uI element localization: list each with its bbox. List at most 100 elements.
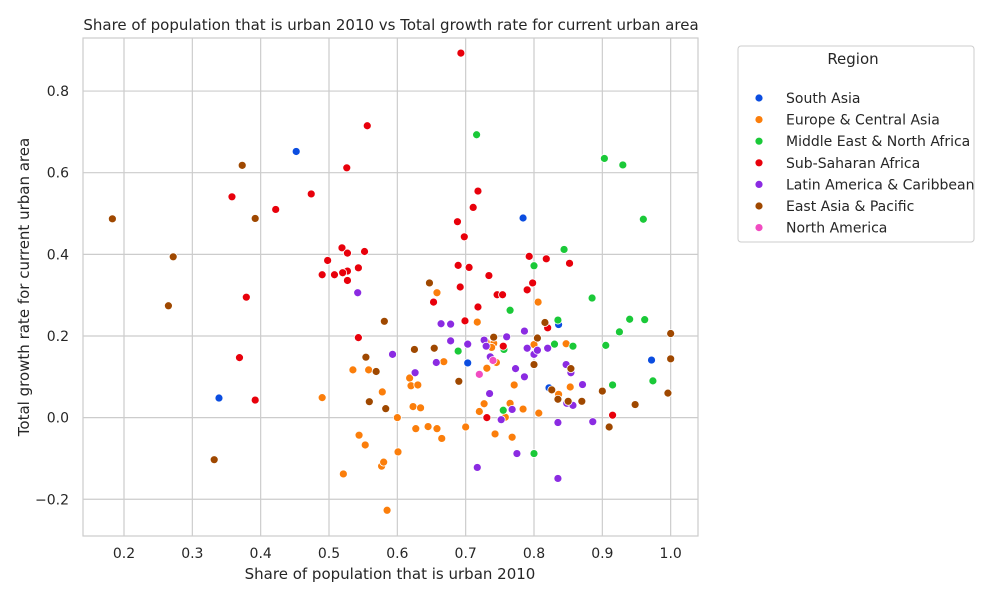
data-point	[235, 353, 244, 363]
data-point	[461, 422, 471, 432]
data-points	[107, 48, 676, 515]
data-point	[379, 316, 389, 326]
data-point	[647, 355, 656, 365]
data-point	[608, 410, 617, 420]
data-point	[463, 339, 473, 349]
data-point	[553, 474, 563, 483]
data-point	[317, 270, 327, 280]
data-point	[588, 417, 598, 427]
x-tick-label: 0.8	[523, 546, 545, 562]
data-point	[559, 245, 569, 254]
data-point	[237, 160, 247, 170]
data-point	[472, 130, 482, 140]
data-point	[485, 389, 494, 398]
data-point	[496, 415, 506, 425]
data-point	[524, 251, 534, 261]
data-point	[640, 315, 650, 325]
data-point	[431, 358, 441, 367]
data-point	[533, 345, 542, 355]
data-point	[343, 248, 352, 258]
legend-title: Region	[827, 50, 878, 68]
data-point	[107, 214, 117, 224]
data-point	[453, 217, 462, 227]
data-point	[362, 121, 372, 131]
data-point	[381, 404, 391, 414]
data-point	[250, 395, 260, 405]
data-point	[323, 256, 333, 265]
data-point	[578, 380, 587, 389]
data-point	[541, 254, 551, 264]
data-point	[379, 457, 389, 467]
y-tick-label: 0.4	[47, 247, 69, 263]
data-point	[553, 394, 563, 404]
data-point	[563, 396, 573, 406]
data-point	[168, 252, 178, 262]
legend-label: Sub-Saharan Africa	[786, 156, 920, 172]
data-point	[577, 396, 587, 406]
data-point	[666, 329, 676, 338]
data-point	[625, 314, 635, 324]
data-point	[566, 364, 576, 374]
legend-marker	[754, 223, 764, 233]
data-point	[429, 297, 438, 307]
data-point	[348, 365, 358, 375]
data-point	[360, 247, 369, 256]
data-point	[472, 463, 482, 472]
data-point	[411, 424, 421, 434]
legend-label: East Asia & Pacific	[786, 199, 914, 215]
data-point	[291, 147, 301, 156]
data-point	[271, 205, 281, 214]
data-point	[410, 345, 419, 354]
data-point	[534, 408, 544, 418]
data-point	[454, 376, 464, 386]
data-point	[209, 455, 219, 465]
data-point	[455, 282, 465, 292]
legend-label: North America	[786, 221, 887, 237]
data-point	[432, 288, 442, 298]
data-point	[648, 376, 658, 386]
data-point	[382, 505, 392, 515]
legend: Region South Asia Europe & Central Asia Mi…	[737, 45, 975, 243]
data-point	[446, 336, 456, 346]
data-point	[360, 440, 370, 450]
plot-area	[82, 37, 699, 537]
data-point	[522, 343, 532, 353]
data-point	[565, 258, 574, 268]
data-point	[638, 214, 648, 224]
data-point	[565, 382, 575, 392]
data-point	[547, 385, 557, 395]
data-point	[507, 432, 517, 442]
legend-marker	[754, 136, 764, 146]
x-tick-label: 0.6	[386, 546, 408, 562]
data-point	[511, 364, 520, 374]
data-point	[479, 399, 489, 409]
data-point	[371, 367, 381, 376]
data-point	[608, 380, 617, 390]
data-point	[529, 360, 539, 369]
x-tick-label: 0.9	[591, 546, 613, 562]
data-point	[338, 469, 348, 479]
data-point	[416, 403, 425, 413]
data-point	[509, 380, 519, 390]
data-point	[474, 369, 484, 379]
x-tick-labels: 0.2 0.3 0.4 0.5 0.6 0.7 0.8 0.9 1.0	[113, 546, 682, 562]
x-tick-label: 0.4	[250, 546, 272, 562]
data-point	[250, 214, 260, 223]
chart-title: Share of population that is urban 2010 v…	[83, 16, 698, 34]
data-point	[553, 418, 563, 427]
data-point	[489, 332, 499, 342]
data-point	[630, 400, 640, 409]
legend-label: South Asia	[786, 91, 860, 107]
legend-marker	[754, 201, 764, 211]
data-point	[498, 341, 508, 351]
data-point	[468, 203, 478, 212]
data-point	[413, 380, 423, 390]
data-point	[529, 261, 539, 271]
data-point	[482, 413, 492, 423]
data-point	[518, 404, 528, 414]
x-tick-label: 0.3	[181, 546, 203, 562]
data-point	[615, 327, 624, 337]
data-point	[460, 316, 470, 326]
data-point	[408, 402, 418, 412]
